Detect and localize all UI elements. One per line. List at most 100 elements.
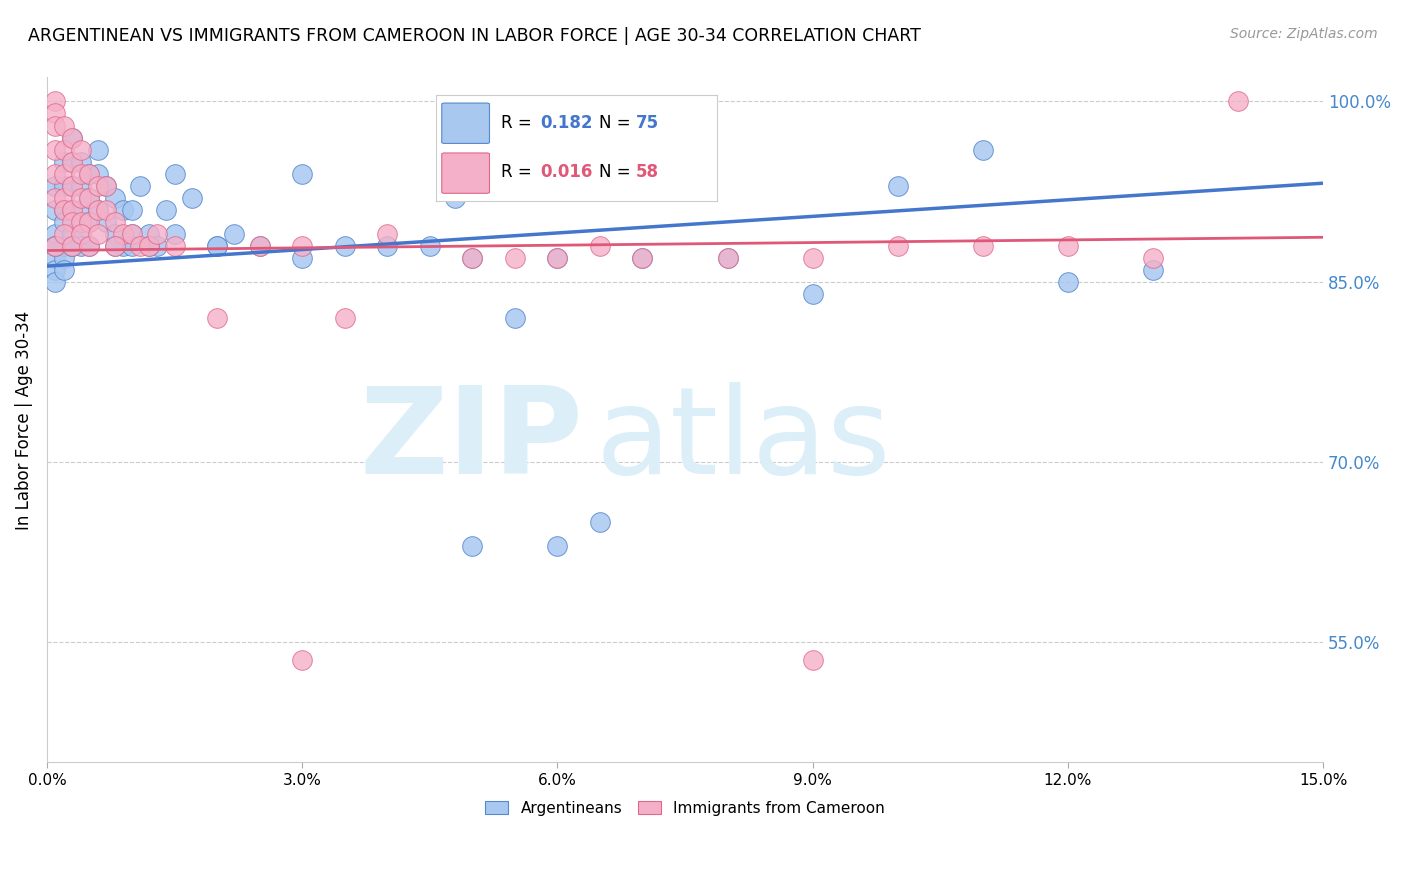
Point — [138, 238, 160, 252]
Point — [801, 653, 824, 667]
Point — [79, 191, 101, 205]
Point — [291, 167, 314, 181]
Point — [104, 227, 127, 241]
Point — [503, 251, 526, 265]
Point — [44, 227, 66, 241]
Point — [44, 238, 66, 252]
Point — [52, 202, 75, 217]
Point — [121, 202, 143, 217]
Point — [62, 178, 84, 193]
Point — [96, 214, 118, 228]
Point — [249, 238, 271, 252]
Point — [121, 238, 143, 252]
Point — [44, 178, 66, 193]
Point — [70, 238, 93, 252]
Point — [503, 310, 526, 325]
Point — [52, 154, 75, 169]
Point — [112, 227, 135, 241]
Point — [62, 238, 84, 252]
Point — [1057, 275, 1080, 289]
Point — [62, 130, 84, 145]
Point — [70, 191, 93, 205]
Point — [716, 251, 738, 265]
Point — [52, 167, 75, 181]
Point — [96, 178, 118, 193]
Point — [589, 515, 612, 529]
Point — [79, 191, 101, 205]
Point — [79, 238, 101, 252]
Text: atlas: atlas — [596, 382, 891, 499]
Text: ZIP: ZIP — [359, 382, 583, 499]
Point — [44, 167, 66, 181]
Point — [62, 202, 84, 217]
Point — [87, 178, 110, 193]
Point — [62, 227, 84, 241]
Point — [631, 251, 654, 265]
Point — [104, 238, 127, 252]
Point — [886, 178, 908, 193]
Point — [1057, 238, 1080, 252]
Point — [62, 238, 84, 252]
Point — [44, 238, 66, 252]
Point — [70, 214, 93, 228]
Point — [104, 191, 127, 205]
Point — [589, 238, 612, 252]
Point — [62, 178, 84, 193]
Point — [44, 202, 66, 217]
Point — [44, 95, 66, 109]
Point — [461, 251, 484, 265]
Point — [87, 202, 110, 217]
Point — [44, 191, 66, 205]
Point — [972, 238, 994, 252]
Point — [291, 653, 314, 667]
Point — [205, 238, 228, 252]
Point — [1142, 262, 1164, 277]
Point — [138, 227, 160, 241]
Point — [79, 167, 101, 181]
Point — [419, 238, 441, 252]
Point — [1227, 95, 1250, 109]
Point — [52, 178, 75, 193]
Point — [62, 130, 84, 145]
Point — [62, 202, 84, 217]
Point — [87, 227, 110, 241]
Point — [70, 202, 93, 217]
Point — [44, 106, 66, 120]
Point — [249, 238, 271, 252]
Point — [44, 251, 66, 265]
Point — [146, 238, 169, 252]
Point — [546, 251, 568, 265]
Point — [62, 214, 84, 228]
Point — [146, 227, 169, 241]
Point — [62, 238, 84, 252]
Point — [112, 238, 135, 252]
Point — [87, 167, 110, 181]
Point — [801, 286, 824, 301]
Point — [121, 227, 143, 241]
Point — [291, 238, 314, 252]
Point — [333, 238, 356, 252]
Point — [70, 143, 93, 157]
Point — [96, 178, 118, 193]
Point — [44, 119, 66, 133]
Point — [87, 143, 110, 157]
Text: Source: ZipAtlas.com: Source: ZipAtlas.com — [1230, 27, 1378, 41]
Point — [52, 251, 75, 265]
Point — [886, 238, 908, 252]
Point — [52, 119, 75, 133]
Point — [62, 154, 84, 169]
Point — [70, 178, 93, 193]
Point — [546, 539, 568, 553]
Point — [444, 191, 467, 205]
Point — [129, 238, 152, 252]
Point — [375, 238, 398, 252]
Point — [52, 202, 75, 217]
Point — [79, 167, 101, 181]
Point — [546, 251, 568, 265]
Point — [52, 143, 75, 157]
Point — [180, 191, 202, 205]
Point — [121, 227, 143, 241]
Point — [205, 310, 228, 325]
Point — [44, 238, 66, 252]
Point — [205, 238, 228, 252]
